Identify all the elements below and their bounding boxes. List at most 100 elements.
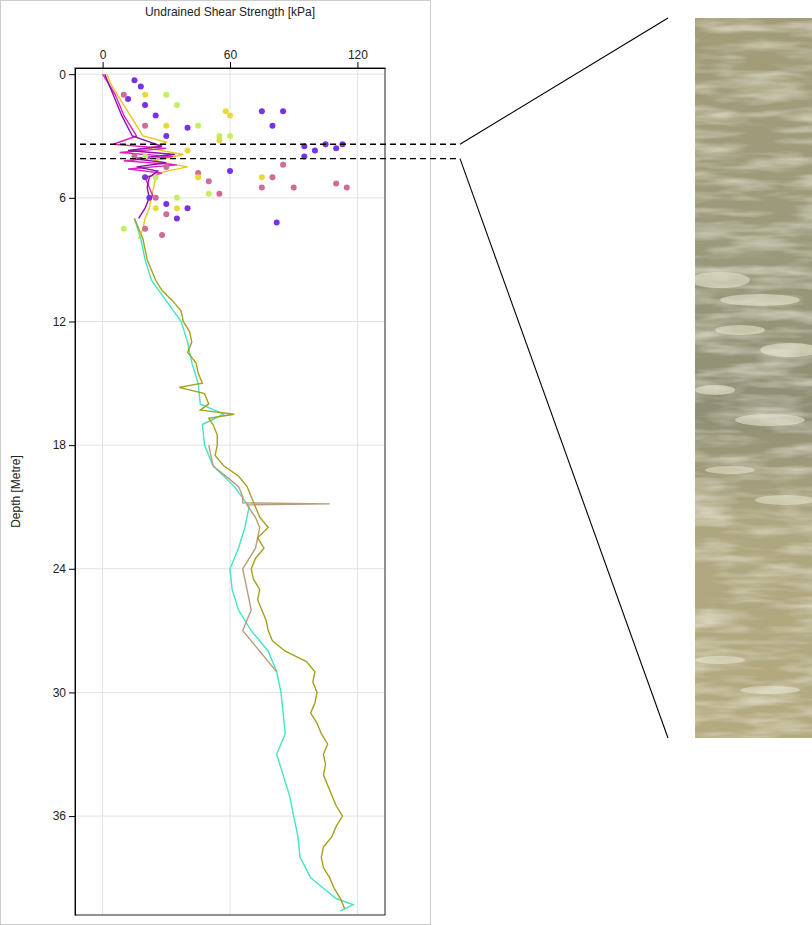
grid-line-y [75, 321, 385, 322]
grid-line-x [230, 68, 231, 915]
scatter-point [274, 220, 280, 226]
figure-border [1, 1, 431, 925]
y-tick: 36 [53, 809, 75, 823]
highlight [80, 18, 668, 738]
grid [75, 68, 385, 915]
y-tick-mark [69, 569, 75, 570]
highlight-dashed-line [80, 144, 460, 145]
scatter-point [121, 226, 127, 232]
scatter-point [163, 92, 169, 98]
scatter-point [131, 77, 137, 83]
scatter-point [142, 102, 148, 108]
grid-line-x [357, 68, 358, 915]
x-axis-title: Undrained Shear Strength [kPa] [145, 5, 315, 19]
x-tick-mark [357, 62, 358, 68]
scatter-point [280, 162, 286, 168]
scatter-point [259, 185, 265, 191]
scatter-point [206, 191, 212, 197]
scatter-point [153, 174, 159, 180]
profile-line [134, 218, 353, 910]
marks [103, 74, 354, 911]
y-tick-label: 6 [59, 191, 66, 205]
scatter-point [216, 137, 222, 143]
grid-line-y [75, 74, 385, 75]
x-tick-label: 0 [100, 48, 107, 62]
profile-line [105, 74, 175, 218]
y-tick-label: 0 [59, 68, 66, 82]
scatter-point [174, 215, 180, 221]
y-tick: 0 [59, 68, 75, 82]
scatter-point [146, 195, 152, 201]
x-tick-mark [103, 62, 104, 68]
scatter-point [333, 180, 339, 186]
x-tick-label: 60 [224, 48, 238, 62]
grid-line-y [75, 197, 385, 198]
scatter-point [195, 123, 201, 129]
connector-line [460, 159, 668, 738]
scatter-point [142, 174, 148, 180]
scatter-point [185, 205, 191, 211]
scatter-point [174, 102, 180, 108]
scatter-point [195, 174, 201, 180]
scatter-point [227, 168, 233, 174]
scatter-point [163, 201, 169, 207]
x-tick: 120 [348, 48, 368, 68]
x-tick-label: 120 [348, 48, 368, 62]
scatter-point [291, 185, 297, 191]
scatter-point [153, 112, 159, 118]
chart: 0 60 120 0 6 12 18 24 30 36 Undrained Shear Streng… [0, 0, 812, 925]
scatter-point [259, 108, 265, 114]
scatter-point [269, 123, 275, 129]
x-tick-mark [230, 62, 231, 68]
x-tick: 0 [100, 48, 107, 68]
scatter-point [216, 191, 222, 197]
y-tick-label: 24 [53, 562, 67, 576]
profile-line [134, 218, 344, 908]
scatter-point [153, 195, 159, 201]
x-axis: 0 60 120 [76, 48, 386, 69]
profile-line [209, 445, 330, 672]
profile-line [107, 74, 188, 239]
y-axis-line [75, 69, 76, 916]
y-tick-mark [69, 816, 75, 817]
y-axis: 0 6 12 18 24 30 36 [53, 68, 76, 916]
scatter-point [280, 108, 286, 114]
core-photo [695, 18, 812, 738]
scatter-point [206, 178, 212, 184]
y-tick-mark [69, 321, 75, 322]
y-tick: 30 [53, 686, 75, 700]
y-tick: 24 [53, 562, 75, 576]
scatter-point [163, 123, 169, 129]
y-tick-label: 12 [53, 315, 67, 329]
y-tick: 12 [53, 315, 75, 329]
scatter-point [223, 108, 229, 114]
x-tick: 60 [224, 48, 238, 68]
x-axis-line [76, 68, 386, 69]
highlight-dashed-line [80, 158, 460, 159]
scatter-point [138, 84, 144, 90]
scatter-point [185, 125, 191, 131]
scatter-point [312, 147, 318, 153]
y-axis-title: Depth [Metre] [9, 455, 23, 528]
scatter-point [153, 205, 159, 211]
y-tick: 18 [53, 438, 75, 452]
y-tick-label: 36 [53, 809, 67, 823]
y-tick-mark [69, 198, 75, 199]
scatter-point [344, 185, 350, 191]
y-tick-mark [69, 692, 75, 693]
scatter-point [121, 92, 127, 98]
grid-line-y [75, 692, 385, 693]
scatter-point [269, 174, 275, 180]
scatter-point [142, 226, 148, 232]
photo-base [695, 18, 812, 738]
scatter-point [174, 205, 180, 211]
y-tick: 6 [59, 191, 75, 205]
y-tick-mark [69, 445, 75, 446]
y-tick-label: 18 [53, 438, 67, 452]
scatter-point [227, 133, 233, 139]
scatter-point [163, 211, 169, 217]
connector-line [460, 18, 668, 144]
scatter-point [142, 123, 148, 129]
profile-line [103, 74, 177, 198]
grid-line-y [75, 445, 385, 446]
